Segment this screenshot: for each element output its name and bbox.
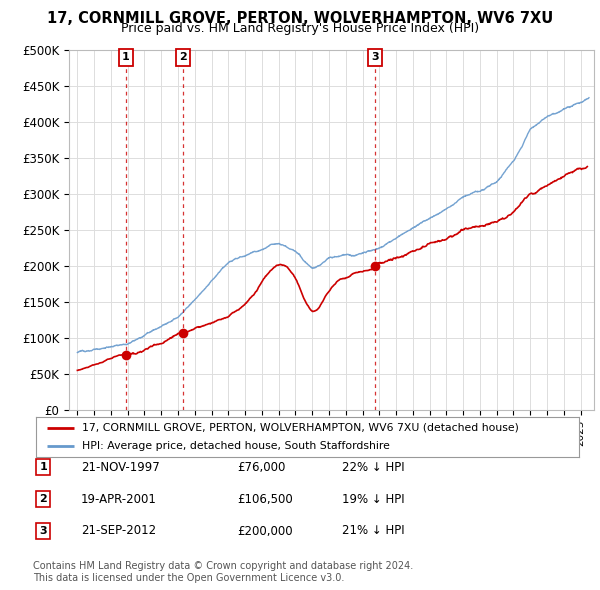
Text: 2: 2 — [40, 494, 47, 504]
Text: 19-APR-2001: 19-APR-2001 — [81, 493, 157, 506]
Text: Price paid vs. HM Land Registry's House Price Index (HPI): Price paid vs. HM Land Registry's House … — [121, 22, 479, 35]
Text: 17, CORNMILL GROVE, PERTON, WOLVERHAMPTON, WV6 7XU (detached house): 17, CORNMILL GROVE, PERTON, WOLVERHAMPTO… — [82, 423, 519, 433]
Text: Contains HM Land Registry data © Crown copyright and database right 2024.
This d: Contains HM Land Registry data © Crown c… — [33, 561, 413, 583]
Text: 3: 3 — [40, 526, 47, 536]
Text: 22% ↓ HPI: 22% ↓ HPI — [342, 461, 404, 474]
Text: 21-NOV-1997: 21-NOV-1997 — [81, 461, 160, 474]
Text: 17, CORNMILL GROVE, PERTON, WOLVERHAMPTON, WV6 7XU: 17, CORNMILL GROVE, PERTON, WOLVERHAMPTO… — [47, 11, 553, 25]
Text: 1: 1 — [122, 53, 130, 63]
Text: 21% ↓ HPI: 21% ↓ HPI — [342, 525, 404, 537]
Text: 1: 1 — [40, 463, 47, 472]
Text: 21-SEP-2012: 21-SEP-2012 — [81, 525, 156, 537]
Text: 3: 3 — [371, 53, 379, 63]
Text: £106,500: £106,500 — [237, 493, 293, 506]
Text: £200,000: £200,000 — [237, 525, 293, 537]
Text: HPI: Average price, detached house, South Staffordshire: HPI: Average price, detached house, Sout… — [82, 441, 390, 451]
Text: £76,000: £76,000 — [237, 461, 286, 474]
Text: 19% ↓ HPI: 19% ↓ HPI — [342, 493, 404, 506]
Text: 2: 2 — [179, 53, 187, 63]
